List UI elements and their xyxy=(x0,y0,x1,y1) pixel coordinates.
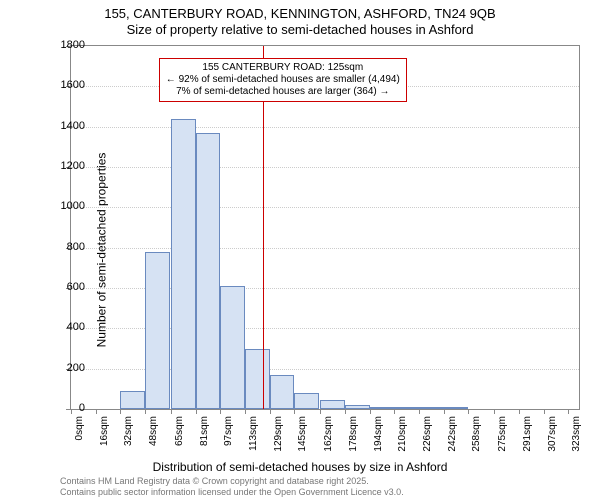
ytick-label: 400 xyxy=(45,321,85,333)
credits: Contains HM Land Registry data © Crown c… xyxy=(60,476,404,498)
histogram-bar xyxy=(419,407,444,409)
xtick-mark xyxy=(519,409,520,414)
histogram-bar xyxy=(444,407,469,409)
xtick-label: 129sqm xyxy=(273,416,284,452)
ytick-label: 1200 xyxy=(45,160,85,172)
plot-area: 155 CANTERBURY ROAD: 125sqm ← 92% of sem… xyxy=(70,45,580,410)
histogram-bar xyxy=(320,400,345,409)
xtick-label: 65sqm xyxy=(174,416,185,446)
histogram-bar xyxy=(220,286,245,409)
credits-line-2: Contains public sector information licen… xyxy=(60,487,404,497)
xtick-mark xyxy=(270,409,271,414)
xtick-label: 48sqm xyxy=(148,416,159,446)
xtick-label: 16sqm xyxy=(99,416,110,446)
gridline xyxy=(71,127,579,128)
xtick-mark xyxy=(196,409,197,414)
xtick-label: 275sqm xyxy=(497,416,508,452)
xtick-label: 242sqm xyxy=(447,416,458,452)
xtick-mark xyxy=(468,409,469,414)
x-axis-label: Distribution of semi-detached houses by … xyxy=(0,460,600,474)
histogram-bar xyxy=(196,133,221,409)
xtick-mark xyxy=(96,409,97,414)
xtick-label: 323sqm xyxy=(571,416,582,452)
ytick-label: 200 xyxy=(45,362,85,374)
gridline xyxy=(71,167,579,168)
ytick-label: 1000 xyxy=(45,200,85,212)
histogram-bar xyxy=(270,375,295,409)
histogram-bar xyxy=(171,119,196,409)
xtick-mark xyxy=(171,409,172,414)
gridline xyxy=(71,248,579,249)
xtick-label: 307sqm xyxy=(547,416,558,452)
annotation-line-3: 7% of semi-detached houses are larger (3… xyxy=(176,86,389,97)
xtick-label: 162sqm xyxy=(323,416,334,452)
xtick-label: 194sqm xyxy=(373,416,384,452)
xtick-mark xyxy=(494,409,495,414)
xtick-label: 32sqm xyxy=(123,416,134,446)
annotation-box: 155 CANTERBURY ROAD: 125sqm ← 92% of sem… xyxy=(159,58,407,102)
xtick-mark xyxy=(370,409,371,414)
xtick-label: 291sqm xyxy=(522,416,533,452)
chart-title: 155, CANTERBURY ROAD, KENNINGTON, ASHFOR… xyxy=(0,0,600,39)
xtick-label: 258sqm xyxy=(471,416,482,452)
histogram-bar xyxy=(120,391,145,409)
ytick-label: 1800 xyxy=(45,39,85,51)
title-line-2: Size of property relative to semi-detach… xyxy=(127,22,474,37)
histogram-bar xyxy=(345,405,370,409)
xtick-mark xyxy=(245,409,246,414)
histogram-bar xyxy=(245,349,270,410)
annotation-line-2: ← 92% of semi-detached houses are smalle… xyxy=(166,74,400,85)
xtick-label: 97sqm xyxy=(223,416,234,446)
credits-line-1: Contains HM Land Registry data © Crown c… xyxy=(60,476,369,486)
xtick-label: 178sqm xyxy=(348,416,359,452)
chart-container: 155, CANTERBURY ROAD, KENNINGTON, ASHFOR… xyxy=(0,0,600,500)
xtick-mark xyxy=(394,409,395,414)
xtick-mark xyxy=(568,409,569,414)
xtick-mark xyxy=(345,409,346,414)
xtick-label: 0sqm xyxy=(74,416,85,440)
gridline xyxy=(71,207,579,208)
xtick-mark xyxy=(444,409,445,414)
histogram-bar xyxy=(294,393,319,409)
xtick-label: 113sqm xyxy=(248,416,259,451)
xtick-label: 226sqm xyxy=(422,416,433,452)
xtick-mark xyxy=(120,409,121,414)
xtick-mark xyxy=(419,409,420,414)
ytick-label: 0 xyxy=(45,402,85,414)
xtick-mark xyxy=(320,409,321,414)
histogram-bar xyxy=(394,407,419,409)
xtick-label: 145sqm xyxy=(297,416,308,452)
ytick-label: 1600 xyxy=(45,79,85,91)
ytick-label: 800 xyxy=(45,241,85,253)
xtick-mark xyxy=(544,409,545,414)
title-line-1: 155, CANTERBURY ROAD, KENNINGTON, ASHFOR… xyxy=(104,6,495,21)
histogram-bar xyxy=(370,407,395,409)
histogram-bar xyxy=(145,252,170,409)
ytick-label: 1400 xyxy=(45,120,85,132)
xtick-label: 210sqm xyxy=(397,416,408,452)
ytick-label: 600 xyxy=(45,281,85,293)
xtick-label: 81sqm xyxy=(199,416,210,446)
xtick-mark xyxy=(145,409,146,414)
xtick-mark xyxy=(294,409,295,414)
annotation-line-1: 155 CANTERBURY ROAD: 125sqm xyxy=(202,62,363,73)
xtick-mark xyxy=(220,409,221,414)
